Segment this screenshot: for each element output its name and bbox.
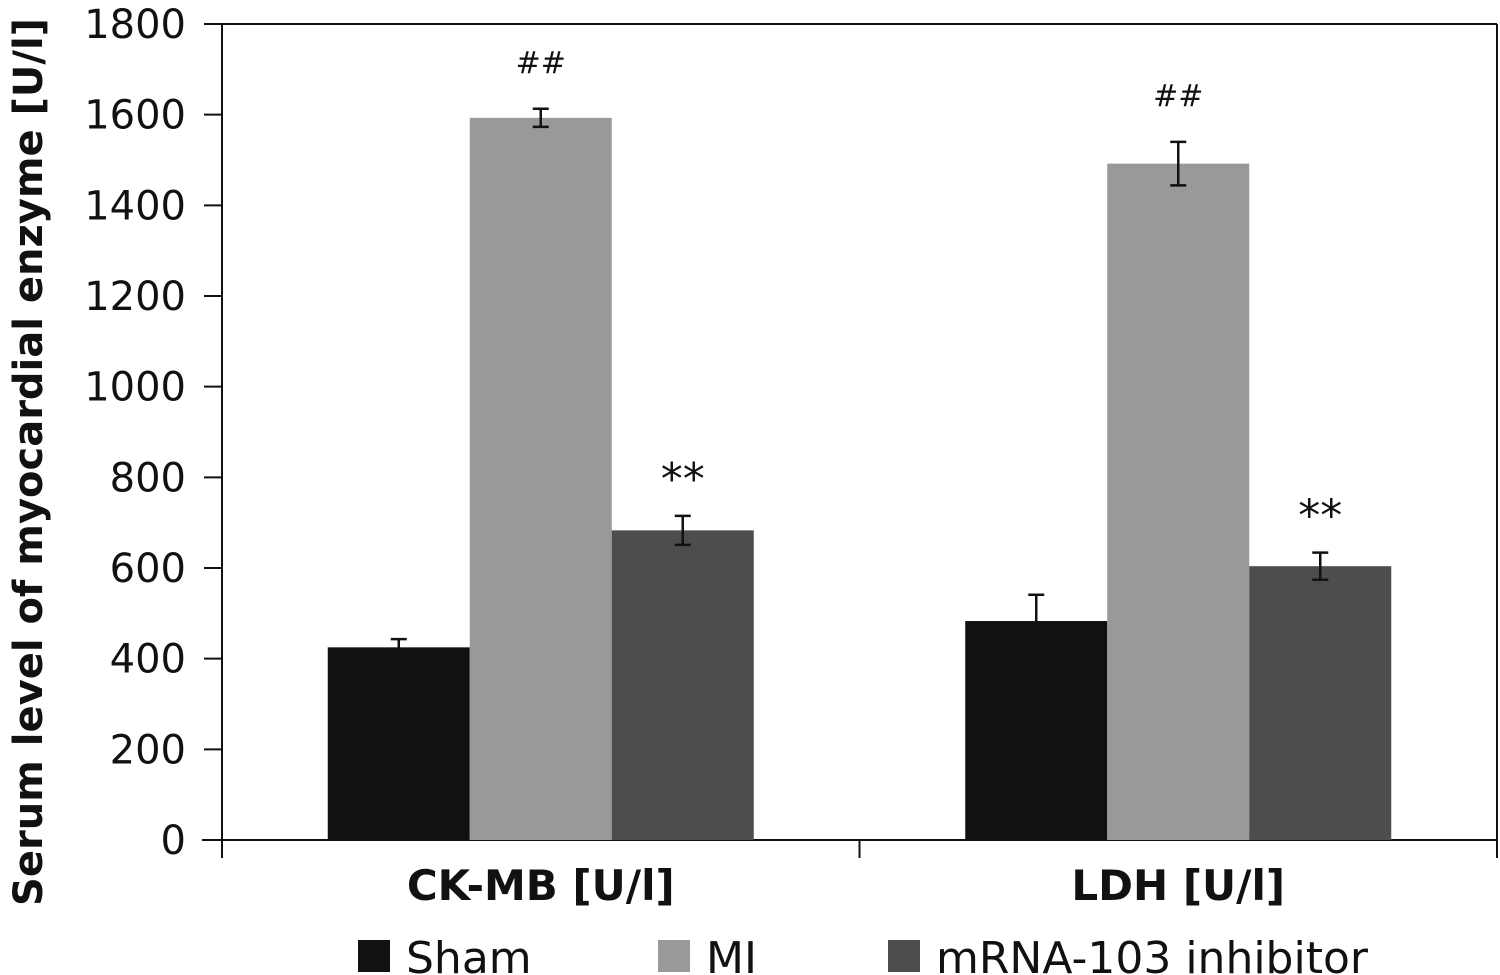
bar xyxy=(469,117,612,841)
significance-hash-annotation: ## xyxy=(516,46,566,81)
bars xyxy=(327,117,1392,841)
category-label: CK-MB [U/l] xyxy=(407,861,675,910)
y-tick-label: 800 xyxy=(110,455,186,501)
legend-swatch xyxy=(888,940,920,972)
x-axis-ticks xyxy=(221,840,1498,858)
category-labels: CK-MB [U/l] LDH [U/l] xyxy=(407,861,1285,910)
y-tick-label: 1400 xyxy=(84,183,186,229)
y-tick-label: 1000 xyxy=(84,365,186,411)
legend-label: Sham xyxy=(406,933,532,975)
bar xyxy=(1107,163,1250,841)
y-tick-label: 200 xyxy=(110,727,186,773)
y-axis-label: Serum level of myocardial enzyme [U/l] xyxy=(6,18,52,906)
y-tick-label: 1600 xyxy=(84,93,186,139)
error-bars xyxy=(390,107,1329,657)
y-tick-label: 1200 xyxy=(84,274,186,320)
category-label: LDH [U/l] xyxy=(1071,861,1285,910)
annotations: ## ** ## ** xyxy=(516,46,1343,542)
bar xyxy=(327,647,470,840)
legend-label: MI xyxy=(706,933,757,975)
significance-star-annotation: ** xyxy=(1298,491,1342,542)
y-tick-label: 400 xyxy=(110,637,186,683)
legend-label: mRNA-103 inhibitor xyxy=(936,933,1369,975)
bar xyxy=(611,530,754,840)
y-axis-ticks: 0 200 400 600 800 1000 1200 1400 1600 1800 xyxy=(84,2,222,864)
bar xyxy=(1249,566,1392,840)
bar xyxy=(965,621,1108,840)
legend: Sham MI mRNA-103 inhibitor xyxy=(358,933,1369,975)
y-axis-label-group: Serum level of myocardial enzyme [U/l] xyxy=(6,18,52,906)
y-tick-label: 600 xyxy=(110,546,186,592)
legend-swatch xyxy=(658,940,690,972)
y-tick-label: 0 xyxy=(161,818,186,864)
y-tick-label: 1800 xyxy=(84,2,186,48)
legend-swatch xyxy=(358,940,390,972)
significance-star-annotation: ** xyxy=(661,454,705,505)
significance-hash-annotation: ## xyxy=(1153,79,1203,114)
